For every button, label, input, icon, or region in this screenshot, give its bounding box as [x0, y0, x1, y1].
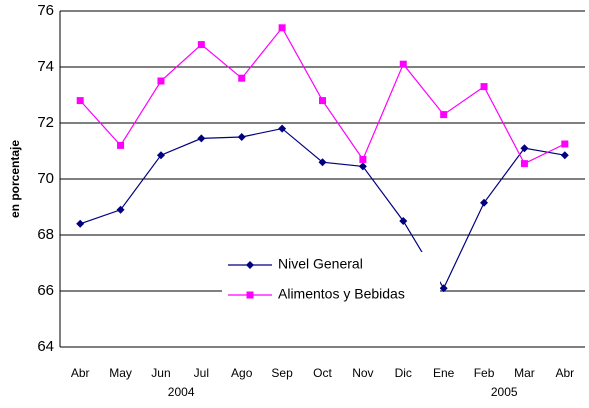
data-point: [480, 83, 488, 91]
data-point: [561, 140, 569, 148]
x-tick-label: Jul: [194, 366, 209, 380]
y-tick-label: 76: [37, 2, 54, 19]
y-tick-label: 70: [37, 170, 54, 187]
data-point: [238, 74, 246, 82]
x-group-label: 2005: [491, 385, 518, 399]
x-tick-label: Oct: [313, 366, 332, 380]
x-tick-label: Abr: [71, 366, 90, 380]
data-point: [439, 284, 448, 293]
x-group-label: 2004: [168, 385, 195, 399]
legend-label: Nivel General: [278, 256, 363, 272]
data-point: [318, 158, 327, 167]
x-tick-label: Nov: [352, 366, 373, 380]
x-tick-label: Ene: [433, 366, 455, 380]
x-tick-label: Mar: [514, 366, 535, 380]
y-tick-label: 68: [37, 226, 54, 243]
data-point: [246, 291, 254, 299]
data-point: [237, 133, 246, 141]
data-point: [117, 141, 125, 149]
x-tick-label: Abr: [555, 366, 574, 380]
x-tick-label: Ago: [231, 366, 253, 380]
data-point: [76, 219, 85, 228]
series-line: [79, 26, 566, 165]
data-point: [359, 155, 367, 163]
data-point: [278, 124, 287, 133]
x-tick-label: May: [109, 366, 132, 380]
y-tick-label: 66: [37, 282, 54, 299]
x-tick-label: Dic: [395, 366, 412, 380]
data-point: [76, 97, 84, 105]
data-point: [319, 97, 326, 105]
data-point: [399, 60, 407, 68]
data-point: [246, 261, 254, 269]
data-point: [560, 151, 569, 160]
y-tick-label: 64: [37, 338, 54, 355]
data-point: [197, 41, 205, 49]
data-point: [440, 111, 448, 119]
data-point: [480, 198, 489, 207]
y-axis-label: en porcentaje: [8, 140, 22, 218]
y-tick-label: 72: [37, 114, 54, 131]
y-tick-label: 74: [37, 58, 54, 75]
data-point: [197, 134, 206, 143]
data-point: [156, 151, 165, 160]
data-point: [358, 162, 367, 171]
x-tick-label: Feb: [474, 366, 495, 380]
data-point: [278, 24, 286, 32]
legend-box: [222, 252, 440, 306]
data-point: [520, 160, 528, 168]
x-tick-label: Jun: [151, 366, 170, 380]
data-point: [116, 205, 125, 214]
legend-label: Alimentos y Bebidas: [278, 286, 405, 302]
x-tick-label: Sep: [271, 366, 293, 380]
data-point: [399, 217, 408, 225]
data-point: [520, 144, 529, 153]
data-point: [157, 77, 165, 85]
